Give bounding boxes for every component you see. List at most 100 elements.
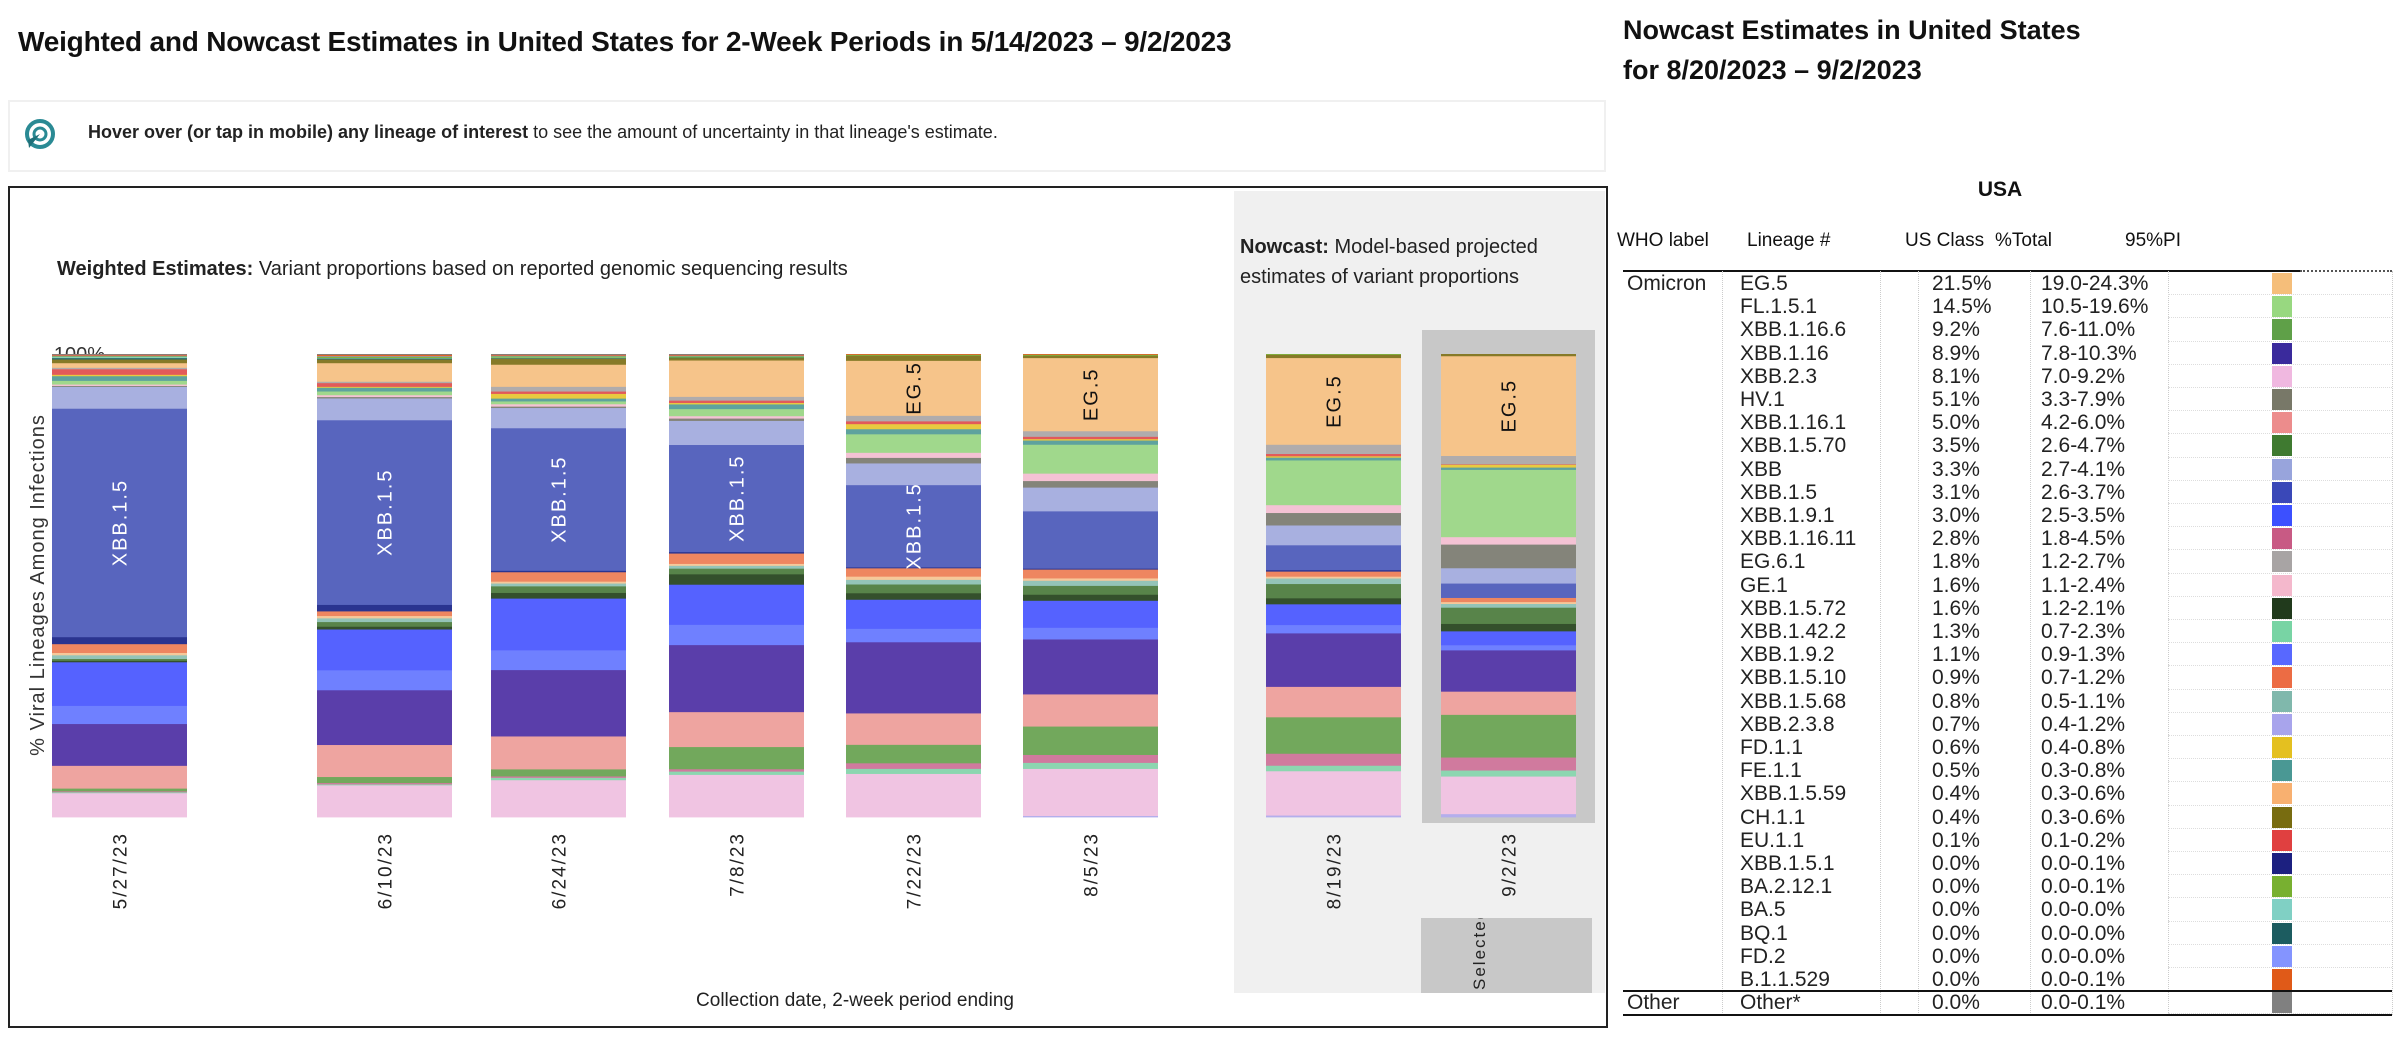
bar-segment[interactable] (1441, 536, 1576, 545)
bar-segment[interactable] (669, 357, 804, 359)
bar-segment[interactable] (1266, 455, 1401, 458)
bar-segment[interactable] (52, 380, 187, 385)
bar-segment[interactable] (317, 387, 452, 392)
bar-segment[interactable] (846, 355, 981, 361)
bar-segment[interactable] (1023, 487, 1158, 512)
bar-segment[interactable] (491, 769, 626, 777)
bar-segment[interactable] (491, 364, 626, 387)
table-row[interactable]: HV.1 5.1% 3.3-7.9% (1615, 388, 2392, 412)
bar-segment[interactable] (317, 615, 452, 619)
table-row[interactable]: XBB 3.3% 2.7-4.1% (1615, 458, 2392, 481)
bar-segment[interactable] (1441, 649, 1576, 692)
bar-segment[interactable] (669, 408, 804, 417)
bar-segment[interactable] (846, 452, 981, 458)
bar-segment[interactable] (1266, 583, 1401, 599)
bar-segment[interactable] (1266, 815, 1401, 818)
bar-segment[interactable] (846, 713, 981, 745)
bar-segment[interactable] (1441, 776, 1576, 815)
bar-segment[interactable] (491, 393, 626, 399)
bar-segment[interactable] (1266, 576, 1401, 579)
bar-segment[interactable] (491, 386, 626, 392)
bar-segment[interactable] (491, 407, 626, 429)
bar-segment[interactable] (491, 355, 626, 358)
table-row[interactable]: BA.5 0.0% 0.0-0.0% (1615, 898, 2392, 922)
bar-segment[interactable] (1023, 436, 1158, 440)
bar-segment[interactable] (317, 621, 452, 627)
bar-segment[interactable] (52, 661, 187, 706)
bar-segment[interactable] (491, 581, 626, 584)
bar-segment[interactable] (52, 354, 187, 356)
bar-segment[interactable] (52, 367, 187, 370)
bar-segment[interactable] (1441, 644, 1576, 651)
bar-segment[interactable] (52, 357, 187, 360)
bar-segment[interactable] (1266, 457, 1401, 461)
bar-segment[interactable] (317, 359, 452, 364)
bar-segment[interactable] (317, 381, 452, 384)
bar-segment[interactable] (1023, 354, 1158, 356)
bar-segment[interactable] (1441, 714, 1576, 758)
bar-segment[interactable] (52, 368, 187, 375)
bar-segment[interactable] (846, 423, 981, 430)
bar-segment[interactable] (52, 385, 187, 387)
bar-segment[interactable] (1023, 430, 1158, 437)
table-row[interactable]: FE.1.1 0.5% 0.3-0.8% (1615, 759, 2392, 783)
bar-segment[interactable] (669, 568, 804, 575)
bar-segment[interactable] (317, 629, 452, 671)
bar-segment[interactable] (317, 617, 452, 623)
bar-segment[interactable] (491, 571, 626, 582)
bar-segment[interactable] (669, 771, 804, 775)
bar-segment[interactable] (669, 354, 804, 355)
bar-segment[interactable] (491, 779, 626, 818)
bar-segment[interactable] (1441, 463, 1576, 465)
bar-segment[interactable] (491, 398, 626, 402)
bar-segment[interactable] (1441, 583, 1576, 598)
bar-segment[interactable] (52, 654, 187, 660)
table-row[interactable]: XBB.1.5.70 3.5% 2.6-4.7% (1615, 434, 2392, 458)
bar-segment[interactable] (669, 415, 804, 419)
bar-segment[interactable] (669, 551, 804, 554)
bar-segment[interactable] (491, 736, 626, 770)
bar-segment[interactable] (491, 357, 626, 359)
bar-segment[interactable] (1266, 354, 1401, 355)
bar-segment[interactable] (52, 374, 187, 377)
bar-segment[interactable] (1266, 357, 1401, 445)
bar-segment[interactable] (317, 358, 452, 360)
bar-segment[interactable] (669, 774, 804, 818)
table-row[interactable]: BA.2.12.1 0.0% 0.0-0.1% (1615, 875, 2392, 899)
bar-segment[interactable] (1023, 438, 1158, 441)
bar-segment[interactable] (491, 358, 626, 365)
table-row[interactable]: XBB.1.42.2 1.3% 0.7-2.3% (1615, 620, 2392, 644)
table-row[interactable]: XBB.1.5 3.1% 2.6-3.7% (1615, 481, 2392, 504)
bar-segment[interactable] (491, 776, 626, 778)
bar-segment[interactable] (846, 484, 981, 568)
bar-segment[interactable] (52, 643, 187, 654)
bar-segment[interactable] (491, 354, 626, 355)
bar-segment[interactable] (1441, 455, 1576, 465)
bar-segment[interactable] (846, 762, 981, 769)
bar-segment[interactable] (669, 420, 804, 446)
bar-segment[interactable] (669, 357, 804, 361)
bar-segment[interactable] (1441, 354, 1576, 357)
bar-segment[interactable] (1266, 765, 1401, 772)
bar-segment[interactable] (846, 579, 981, 585)
bar-segment[interactable] (669, 400, 804, 404)
bar-segment[interactable] (317, 784, 452, 786)
bar-segment[interactable] (1441, 355, 1576, 457)
bar-segment[interactable] (669, 355, 804, 357)
bar-segment[interactable] (846, 641, 981, 714)
bar-segment[interactable] (52, 652, 187, 656)
bar-segment[interactable] (1023, 440, 1158, 445)
bar-segment[interactable] (1023, 355, 1158, 359)
bar-segment[interactable] (846, 360, 981, 416)
bar-segment[interactable] (317, 784, 452, 818)
bar-segment[interactable] (317, 669, 452, 691)
bar-segment[interactable] (1266, 544, 1401, 571)
bar-segment[interactable] (52, 362, 187, 368)
bar-segment[interactable] (1023, 444, 1158, 474)
bar-segment[interactable] (1023, 354, 1158, 355)
bar-segment[interactable] (52, 408, 187, 638)
bar-segment[interactable] (52, 723, 187, 766)
bar-segment[interactable] (52, 375, 187, 381)
table-row[interactable]: XBB.1.5.10 0.9% 0.7-1.2% (1615, 666, 2392, 690)
bar-segment[interactable] (1441, 770, 1576, 777)
